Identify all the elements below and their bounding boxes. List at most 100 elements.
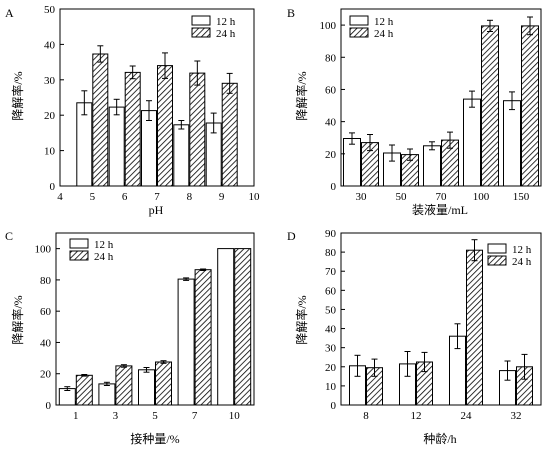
y-axis-label: 降解率/% [10,71,25,120]
bar-12h [177,278,195,406]
x-tick-label: 12 [411,410,422,422]
y-axis-label: 降解率/% [294,295,309,344]
legend-label-24h: 24 h [374,28,394,40]
bar-12h [463,98,481,187]
bar-24h [221,82,238,187]
y-tick-label: 10 [44,146,56,158]
y-axis-label: 降解率/% [10,295,25,344]
panel-label: A [5,6,14,20]
x-axis-label: 装液量/mL [412,202,468,217]
legend-swatch-24h [191,27,211,38]
x-tick-label: 70 [436,191,448,203]
y-tick-label: 80 [325,52,337,64]
bar-24h [189,72,206,187]
x-tick-label: 10 [229,410,241,422]
y-tick-label: 20 [44,110,56,122]
panel-label: D [287,229,296,243]
y-tick-label: 40 [325,324,337,336]
bar-12h [98,383,116,406]
x-tick-label: 5 [152,410,158,422]
legend-swatch-24h [349,27,369,38]
x-tick-label: 10 [249,191,261,203]
plot-frame [340,232,542,406]
bar-24h [157,65,173,187]
legend-label-12h: 12 h [512,244,532,256]
y-tick-label: 40 [44,39,56,51]
legend-swatch-12h [487,243,507,254]
y-tick-label: 60 [325,84,337,96]
x-axis-label: 种龄/h [423,432,456,446]
y-tick-label: 60 [40,306,52,318]
panel-b: B 降解率/% 装液量/mL 0 20 40 60 80 100 30 50 70 100 150 1… [287,6,542,217]
bar-24h [521,25,539,187]
legend-swatch-12h [69,238,89,249]
y-tick-label: 10 [325,381,337,393]
bar-12h [423,145,441,187]
legend-label-24h: 24 h [512,256,532,268]
bar-12h [108,106,125,187]
panel-label: B [287,6,295,20]
panel-label: C [5,229,13,243]
legend-label-24h: 24 h [216,28,236,40]
y-tick-label: 60 [325,285,337,297]
legend-swatch-24h [69,250,89,261]
y-tick-label: 90 [325,228,337,240]
bar-24h [155,361,172,406]
y-tick-label: 100 [35,244,52,256]
bar-12h [173,124,190,187]
bar-12h [217,248,235,406]
bar-24h [466,249,483,406]
y-tick-label: 70 [325,266,337,278]
y-tick-label: 50 [325,304,337,316]
y-axis-label: 降解率/% [294,71,309,120]
x-tick-label: 50 [396,191,408,203]
x-tick-label: 5 [90,191,96,203]
y-tick-label: 40 [325,117,337,129]
y-tick-label: 80 [325,247,337,259]
bar-12h [138,369,155,406]
bar-24h [234,248,252,406]
y-tick-label: 40 [40,337,52,349]
y-tick-label: 20 [40,369,52,381]
bar-24h [92,53,109,187]
bar-24h [194,269,212,406]
y-tick-label: 0 [46,400,52,412]
panel-d: D 降解率/% 种龄/h 0 10 20 30 40 50 60 70 80 90 8 12 24 32 1… [287,228,542,446]
legend-label-12h: 12 h [216,16,236,28]
x-tick-label: 150 [513,191,530,203]
x-tick-label: 100 [473,191,490,203]
legend-swatch-24h [487,255,507,266]
bar-24h [481,25,499,187]
x-tick-label: 1 [73,410,79,422]
bar-24h [124,71,141,187]
legend-swatch-12h [191,15,211,26]
y-tick-label: 0 [331,400,337,412]
bar-24h [115,365,133,406]
legend-label-12h: 12 h [94,239,114,251]
panel-a: A 降解率/% pH 0 10 20 30 40 50 4 5 6 7 8 9 10 12 h24 h [5,4,260,217]
x-tick-label: 32 [511,410,522,422]
bar-24h [75,374,93,406]
bar-12h [58,388,76,406]
x-tick-label: 24 [461,410,473,422]
x-tick-label: 30 [356,191,368,203]
x-tick-label: 8 [187,191,193,203]
y-tick-label: 0 [50,181,56,193]
x-axis-label: pH [149,203,164,217]
x-tick-label: 4 [57,191,63,203]
y-tick-label: 0 [331,181,337,193]
legend-swatch-12h [349,15,369,26]
y-tick-label: 100 [320,20,337,32]
x-tick-label: 9 [219,191,225,203]
y-tick-label: 80 [40,275,52,287]
legend-label-24h: 24 h [94,251,114,263]
legend-label-12h: 12 h [374,16,394,28]
y-tick-label: 50 [44,4,56,16]
x-tick-label: 7 [192,410,198,422]
y-tick-label: 30 [325,343,337,355]
x-tick-label: 3 [113,410,119,422]
y-tick-label: 30 [44,75,56,87]
y-tick-label: 20 [325,149,337,161]
